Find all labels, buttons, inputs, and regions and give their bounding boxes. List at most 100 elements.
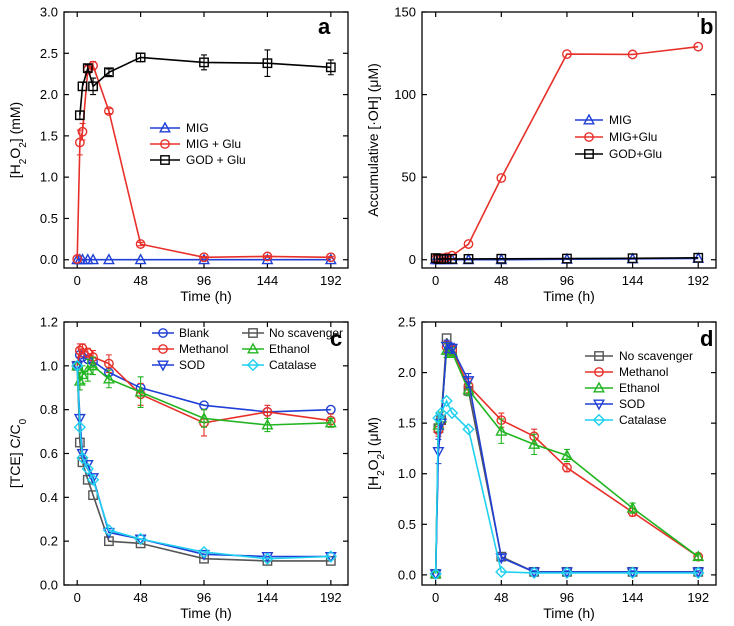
data-point <box>197 545 211 559</box>
legend-label: Catalase <box>269 358 317 372</box>
legend-label: MIG <box>609 113 632 127</box>
data-point <box>74 437 85 448</box>
plot-frame <box>63 11 349 269</box>
panel-letter-a: a <box>318 14 331 39</box>
data-point <box>429 567 442 581</box>
y-tick-label: 2.0 <box>40 87 58 102</box>
legend: Blank No scavenger Methanol Ethanol SOD Catal… <box>152 326 343 372</box>
series-ethanol <box>71 356 337 433</box>
legend-label: Methanol <box>619 365 668 379</box>
data-point <box>74 110 85 121</box>
data-point <box>447 254 457 264</box>
data-point <box>528 437 541 449</box>
data-point <box>496 253 507 264</box>
data-point <box>436 254 447 264</box>
data-point <box>104 67 114 78</box>
series-catalase <box>429 394 705 581</box>
data-point <box>626 501 639 513</box>
data-point <box>72 254 83 264</box>
data-point <box>134 385 147 397</box>
y-tick-label: 100 <box>394 87 416 102</box>
error-bar <box>76 129 83 156</box>
series-no-scavenger <box>72 360 336 566</box>
series-line <box>76 64 331 259</box>
legend-marker <box>160 139 170 149</box>
y-axis-label: [H2O2] (mM) <box>7 102 29 178</box>
y-tick-label: 1.0 <box>40 358 58 373</box>
error-bar <box>79 122 86 141</box>
error-bar <box>264 49 271 77</box>
data-point <box>462 423 475 436</box>
data-point <box>104 106 114 116</box>
legend-marker <box>594 351 604 361</box>
data-point <box>261 418 274 430</box>
x-tick-label: 48 <box>133 273 147 288</box>
x-tick-label: 192 <box>320 273 342 288</box>
legend: MIG MIG + Glu GOD + Glu <box>150 121 246 167</box>
x-tick-label: 96 <box>560 273 574 288</box>
data-point <box>198 253 210 265</box>
plot-frame <box>421 11 717 269</box>
error-bar <box>264 255 271 258</box>
series-god-glu <box>430 252 704 264</box>
data-point <box>198 411 210 423</box>
data-point <box>627 49 638 60</box>
panel-letter-d: d <box>700 326 713 351</box>
data-point <box>134 532 147 546</box>
error-bar <box>695 553 702 561</box>
data-point <box>496 173 507 183</box>
data-point <box>87 359 100 371</box>
panel-b: 0 48 96 144 192 0 50 100 150 Time (h) Accumulative… <box>365 5 717 304</box>
data-point <box>82 63 93 74</box>
legend-label: MIG+Glu <box>609 130 657 144</box>
data-point <box>261 253 274 265</box>
y-tick-label: 0.6 <box>40 446 58 461</box>
data-point <box>626 566 639 580</box>
error-bar <box>105 108 112 115</box>
data-point <box>324 416 337 428</box>
data-point <box>627 253 638 264</box>
data-point <box>102 524 116 537</box>
legend-label: Methanol <box>179 342 228 356</box>
data-point <box>76 451 89 465</box>
data-point <box>102 372 115 384</box>
y-tick-label: 0.0 <box>40 578 58 593</box>
legend-label: SOD <box>179 358 205 372</box>
y-tick-label: 0.4 <box>40 490 58 505</box>
data-point <box>325 62 336 73</box>
data-point <box>324 253 337 265</box>
error-bar <box>84 64 91 73</box>
data-point <box>325 252 336 263</box>
error-bar <box>327 255 334 259</box>
series-methanol <box>72 343 336 437</box>
legend-marker <box>158 328 168 338</box>
y-tick-label: 1.5 <box>398 416 416 431</box>
x-tick-label: 192 <box>687 273 709 288</box>
data-point <box>693 252 704 263</box>
y-tick-label: 2.5 <box>40 46 58 61</box>
x-tick-label: 144 <box>622 590 644 605</box>
y-tick-label: 0.5 <box>398 517 416 532</box>
y-axis-label: [TCE] C/C0 <box>7 418 29 488</box>
x-tick-label: 144 <box>622 273 644 288</box>
series-mig-glu <box>72 60 336 264</box>
data-point <box>135 239 146 249</box>
panel-letter-b: b <box>700 14 713 39</box>
error-bar <box>76 110 83 120</box>
data-point <box>135 52 146 63</box>
y-tick-label: 2.0 <box>398 365 416 380</box>
data-point <box>262 58 273 69</box>
data-point <box>324 550 338 563</box>
error-bar <box>201 54 208 71</box>
data-point <box>102 253 115 265</box>
x-tick-label: 144 <box>257 273 279 288</box>
legend-label: Catalase <box>619 413 667 427</box>
legend: No scavenger Methanol Ethanol SOD Catalase <box>585 349 693 427</box>
data-point <box>430 253 441 263</box>
data-point <box>199 57 209 68</box>
series-line <box>76 365 331 562</box>
data-point <box>434 406 448 420</box>
data-point <box>463 239 474 249</box>
legend-marker <box>158 344 168 354</box>
